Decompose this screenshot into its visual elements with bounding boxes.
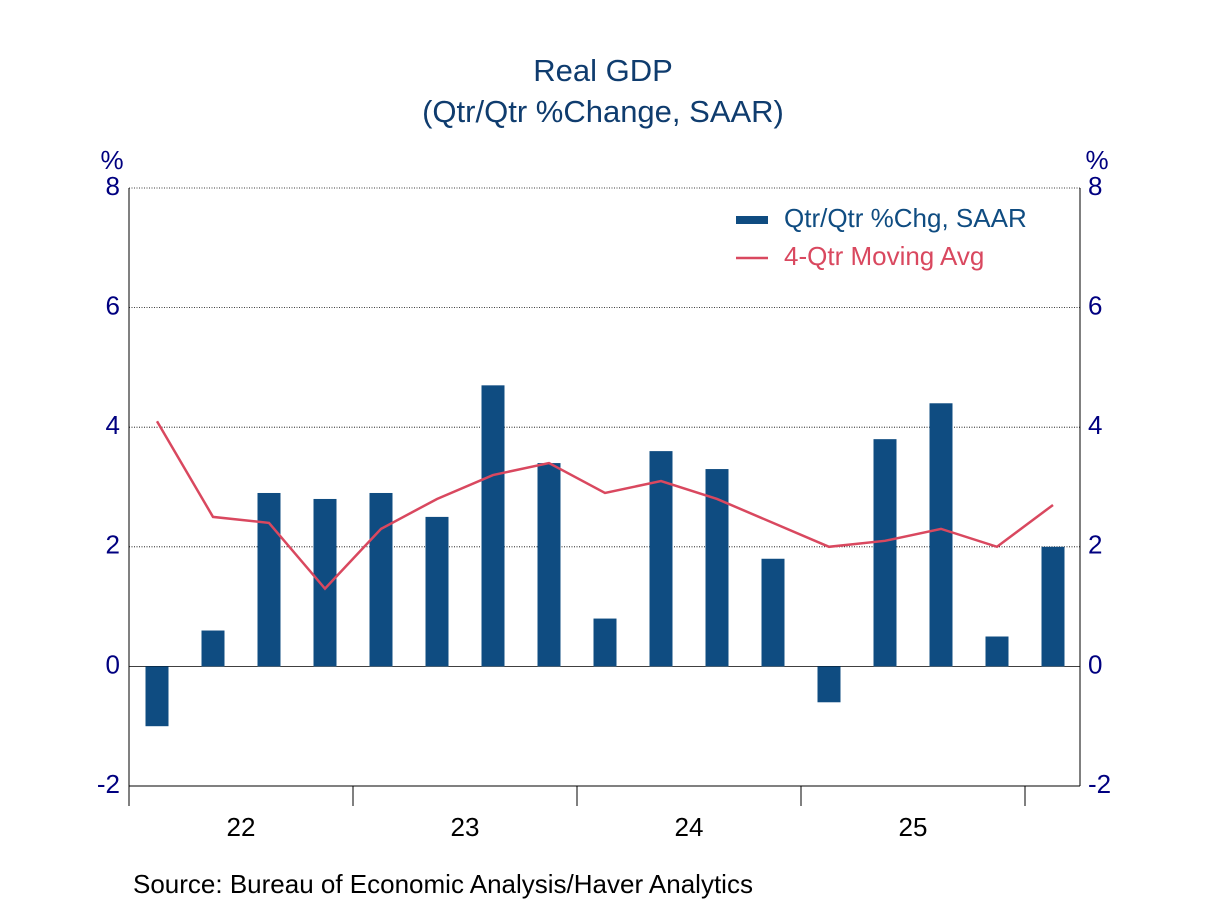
legend-label: Qtr/Qtr %Chg, SAAR bbox=[784, 203, 1027, 233]
y-tick-label: 6 bbox=[106, 290, 120, 320]
bar bbox=[481, 385, 505, 667]
y-axis-unit: % bbox=[100, 145, 123, 175]
bar bbox=[369, 492, 393, 667]
bar bbox=[593, 618, 617, 667]
y2-tick-label: 2 bbox=[1088, 530, 1102, 560]
bar bbox=[929, 403, 953, 667]
bar bbox=[985, 636, 1009, 667]
y2-tick-label: 8 bbox=[1088, 171, 1102, 201]
bar bbox=[313, 498, 337, 667]
bar bbox=[201, 630, 225, 667]
legend-label: 4-Qtr Moving Avg bbox=[784, 241, 984, 271]
bar bbox=[817, 666, 841, 703]
source-note: Source: Bureau of Economic Analysis/Have… bbox=[133, 869, 753, 899]
y-tick-label: -2 bbox=[97, 769, 120, 799]
bar bbox=[257, 492, 281, 667]
bar bbox=[705, 469, 729, 667]
y2-tick-label: 6 bbox=[1088, 290, 1102, 320]
bar bbox=[537, 463, 561, 667]
x-tick-label: 25 bbox=[899, 812, 928, 842]
legend-swatch bbox=[736, 216, 768, 224]
chart-title: Real GDP bbox=[533, 53, 673, 88]
y2-axis-unit: % bbox=[1085, 145, 1108, 175]
y2-tick-label: 4 bbox=[1088, 410, 1102, 440]
y-tick-label: 2 bbox=[106, 530, 120, 560]
bar bbox=[425, 516, 449, 667]
y-tick-label: 0 bbox=[106, 649, 120, 679]
bar bbox=[1041, 546, 1065, 667]
bar bbox=[873, 439, 897, 667]
chart-subtitle: (Qtr/Qtr %Change, SAAR) bbox=[422, 94, 784, 129]
line bbox=[155, 420, 1054, 591]
x-tick-label: 23 bbox=[451, 812, 480, 842]
y-tick-label: 4 bbox=[106, 410, 120, 440]
bar bbox=[761, 558, 785, 667]
x-tick-label: 24 bbox=[675, 812, 704, 842]
bar bbox=[649, 451, 673, 667]
y2-tick-label: -2 bbox=[1088, 769, 1111, 799]
bar bbox=[145, 666, 169, 727]
y-tick-label: 8 bbox=[106, 171, 120, 201]
y2-tick-label: 0 bbox=[1088, 649, 1102, 679]
x-tick-label: 22 bbox=[227, 812, 256, 842]
